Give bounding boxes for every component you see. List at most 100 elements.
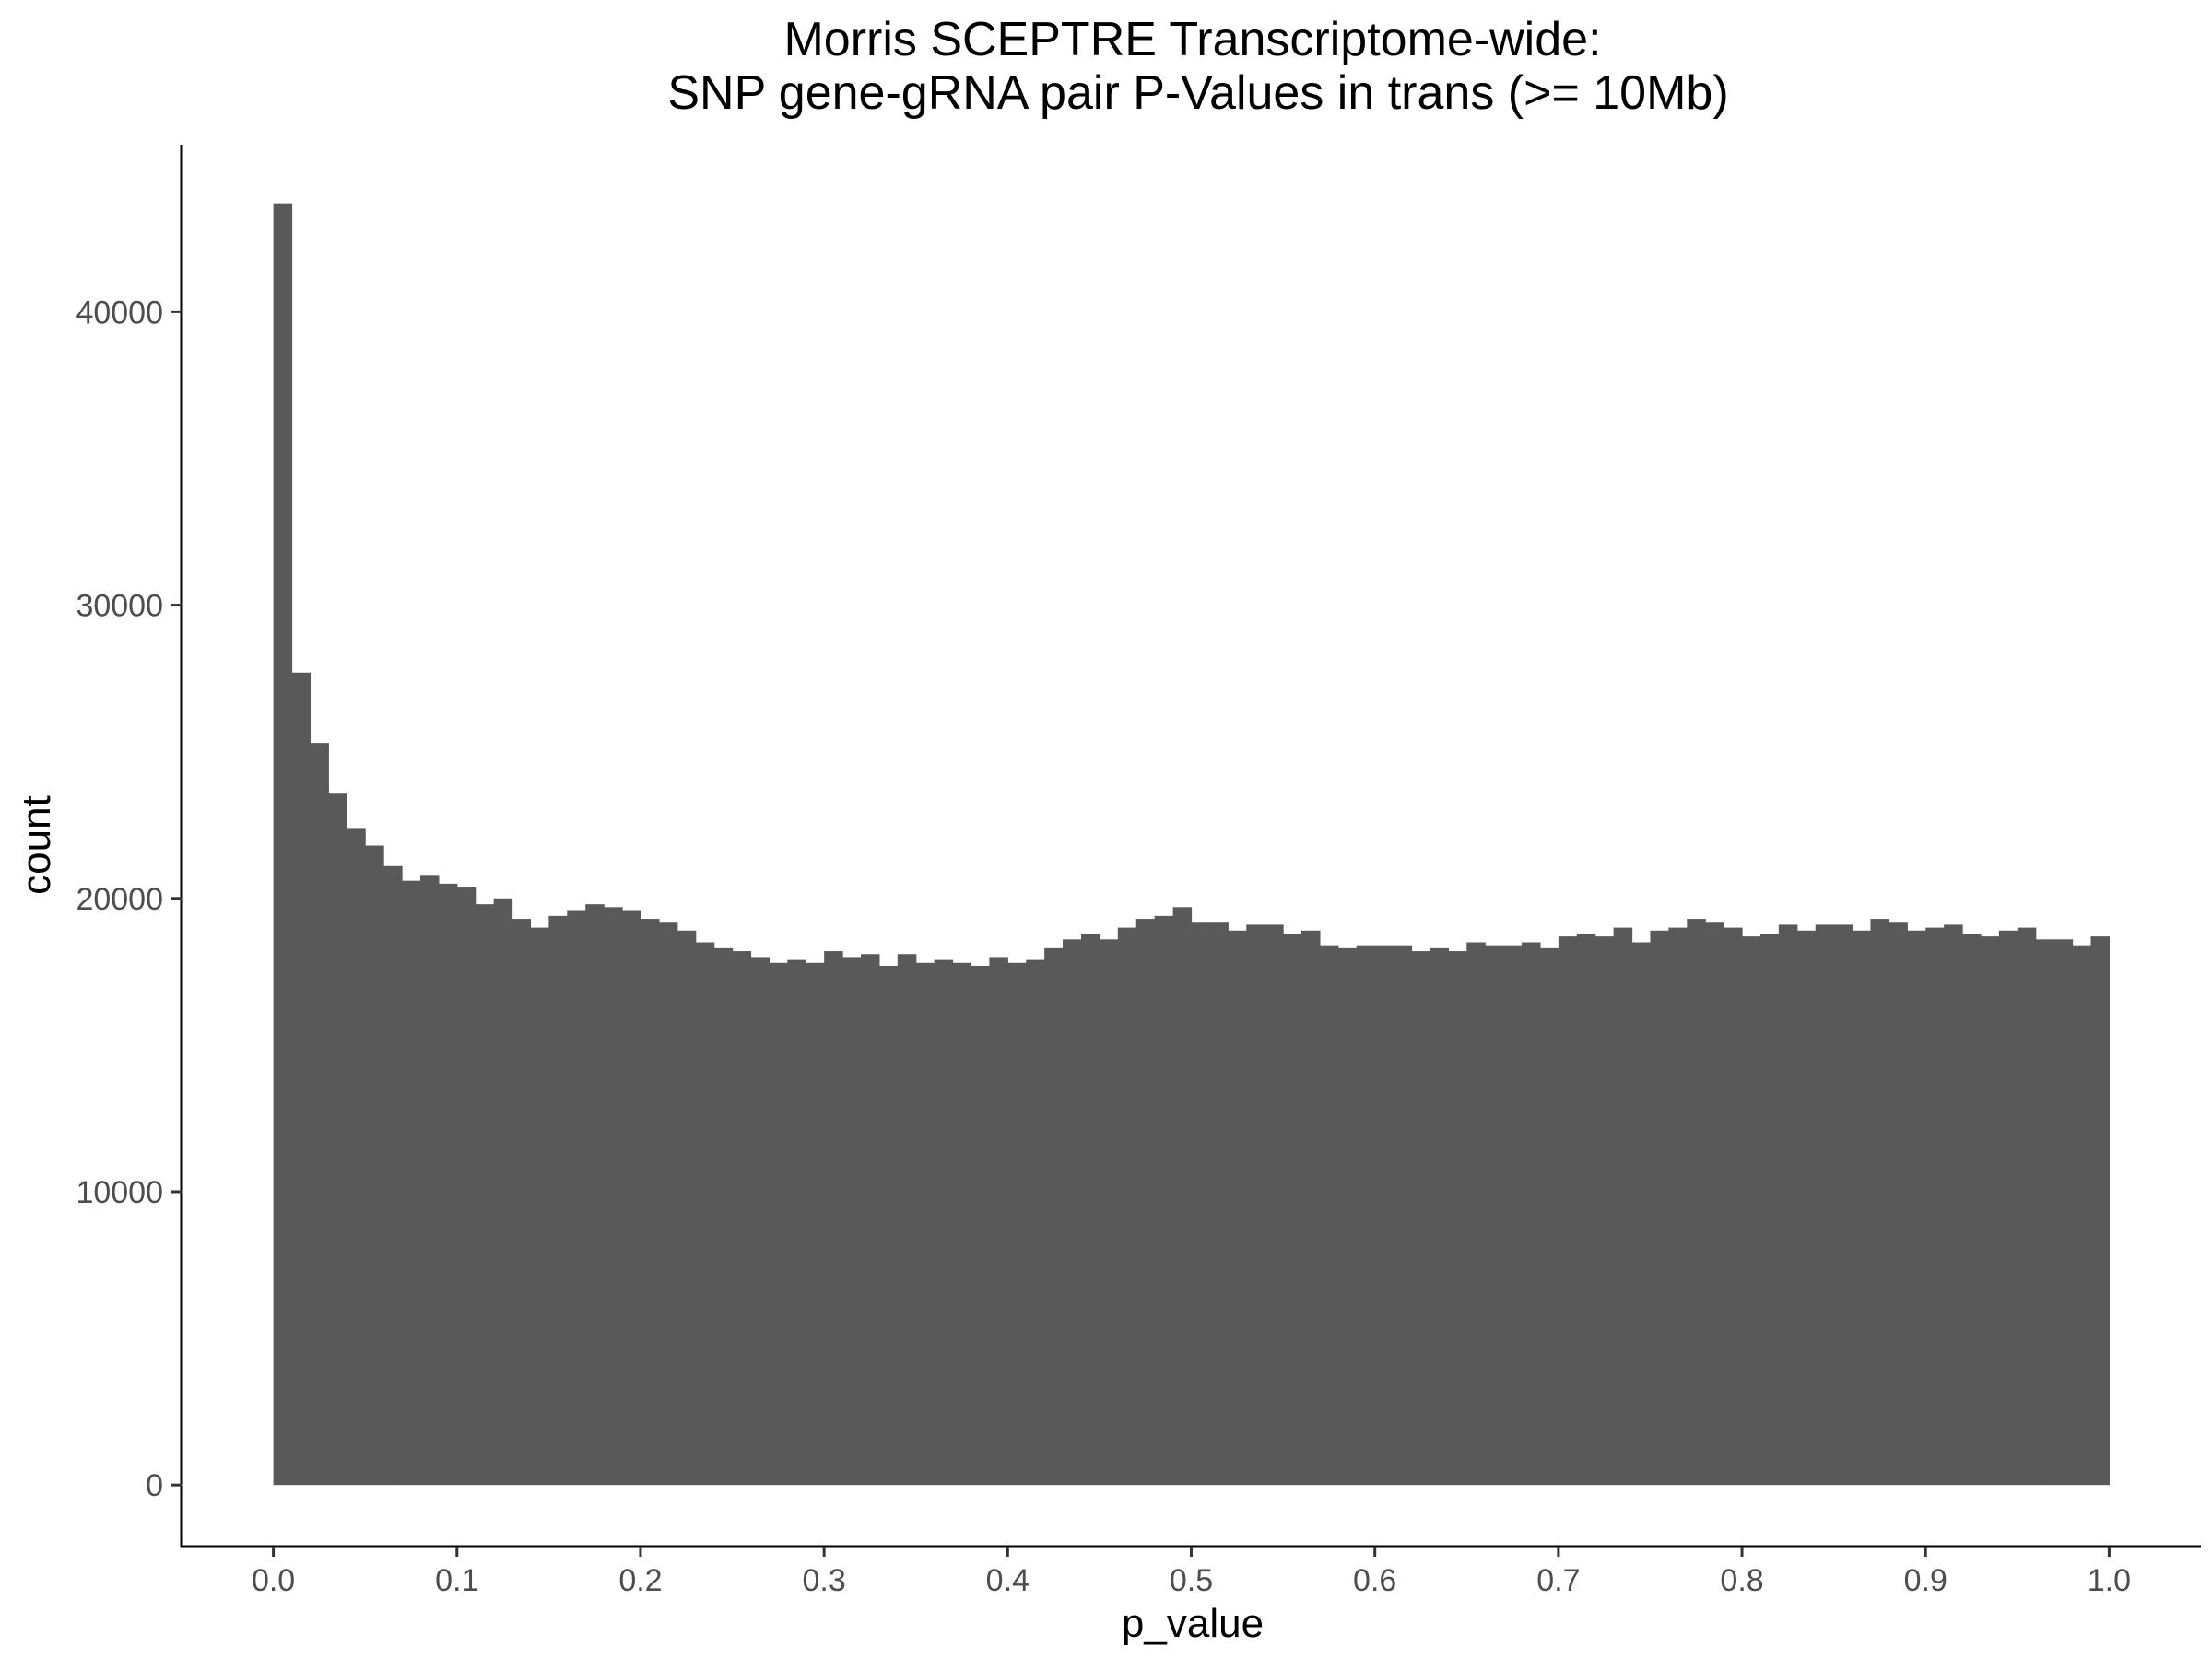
histogram-bar-3	[328, 793, 347, 1486]
histogram-bar-45	[1099, 939, 1119, 1486]
histogram-bar-81	[1759, 933, 1780, 1486]
histogram-bar-40	[1007, 962, 1027, 1486]
histogram-bar-2	[310, 743, 329, 1486]
histogram-bar-23	[695, 942, 715, 1486]
histogram-bar-92	[1962, 933, 1982, 1486]
histogram-bar-64	[1448, 951, 1467, 1486]
histogram-bar-35	[915, 962, 935, 1486]
x-tick-label: 0.6	[1353, 1563, 1396, 1598]
histogram-bar-24	[713, 947, 734, 1486]
histogram-bar-48	[1154, 915, 1174, 1486]
histogram-bar-29	[806, 962, 825, 1486]
histogram-bar-69	[1539, 947, 1559, 1486]
histogram-bar-86	[1852, 930, 1872, 1486]
histogram-bar-65	[1466, 942, 1486, 1486]
histogram-bar-80	[1742, 936, 1761, 1486]
y-tick-label: 10000	[76, 1175, 163, 1210]
histogram-bar-20	[640, 919, 660, 1486]
histogram-bar-25	[732, 951, 752, 1486]
histogram-bar-61	[1393, 945, 1413, 1486]
x-tick-label: 1.0	[2088, 1563, 2131, 1598]
histogram-bar-6	[383, 865, 403, 1486]
histogram-bar-44	[1080, 933, 1100, 1486]
histogram-bar-47	[1135, 919, 1156, 1486]
histogram-bar-33	[878, 965, 899, 1486]
histogram-bar-75	[1650, 930, 1669, 1486]
histogram-bar-73	[1613, 927, 1633, 1486]
histogram-bar-31	[842, 957, 862, 1486]
histogram-bar-91	[1944, 924, 1963, 1486]
histogram-bar-72	[1594, 936, 1615, 1486]
y-tick-label: 20000	[76, 882, 163, 917]
histogram-bar-7	[402, 880, 421, 1486]
x-tick-label: 0.2	[618, 1563, 662, 1598]
histogram-bar-74	[1631, 942, 1652, 1486]
histogram-bar-78	[1705, 922, 1724, 1486]
histogram-bar-56	[1301, 930, 1321, 1486]
x-tick-label: 0.0	[252, 1563, 295, 1598]
histogram-bar-18	[604, 907, 623, 1486]
histogram-bar-0	[273, 203, 293, 1486]
histogram-bar-46	[1117, 927, 1137, 1486]
y-axis-ticks: 0 10000 20000 30000 40000	[76, 295, 182, 1503]
chart-subtitle: SNP gene-gRNA pair P-Values in trans (>=…	[667, 66, 1728, 120]
histogram-bar-38	[971, 965, 990, 1486]
histogram-bar-50	[1191, 922, 1211, 1486]
histogram-bar-11	[475, 904, 495, 1486]
histogram-bar-55	[1283, 933, 1302, 1486]
histogram-bar-43	[1063, 939, 1082, 1486]
histogram-bar-51	[1209, 922, 1229, 1486]
histogram-bar-19	[622, 910, 641, 1486]
histogram-bar-52	[1228, 930, 1247, 1486]
histogram-bar-34	[897, 954, 917, 1486]
histogram-bar-66	[1485, 945, 1504, 1486]
histogram-bar-83	[1796, 930, 1817, 1486]
histogram-bar-62	[1411, 951, 1431, 1486]
x-tick-label: 0.8	[1720, 1563, 1763, 1598]
histogram-bar-95	[2017, 927, 2037, 1486]
histogram-bar-82	[1778, 924, 1798, 1486]
histogram-bar-59	[1356, 945, 1376, 1486]
histogram-bar-10	[456, 887, 477, 1486]
histogram-bar-71	[1576, 933, 1596, 1486]
histogram-bar-98	[2072, 945, 2092, 1486]
histogram-bar-5	[365, 845, 384, 1486]
histogram-bar-49	[1172, 907, 1193, 1486]
histogram-bar-21	[658, 922, 678, 1486]
histogram-bar-26	[750, 957, 770, 1486]
histogram-bar-14	[530, 927, 549, 1486]
histogram-bar-90	[1925, 927, 1945, 1486]
histogram-bar-9	[438, 883, 458, 1486]
histogram-bar-57	[1319, 945, 1339, 1486]
histogram-bar-15	[548, 915, 568, 1486]
histogram-bar-77	[1687, 919, 1706, 1486]
histogram-bar-37	[952, 962, 972, 1486]
histogram-bar-76	[1668, 927, 1688, 1486]
histogram-bar-16	[567, 910, 586, 1486]
histogram-bar-42	[1044, 947, 1064, 1486]
histogram-bar-93	[1980, 936, 2000, 1486]
histogram-bar-67	[1503, 945, 1523, 1486]
histogram-bars	[273, 203, 2111, 1486]
histogram-bar-13	[512, 919, 532, 1486]
histogram-bar-96	[2035, 939, 2055, 1486]
histogram-bar-39	[989, 957, 1008, 1486]
x-axis-label: p_value	[1122, 1601, 1264, 1646]
histogram-bar-84	[1815, 924, 1835, 1486]
histogram-bar-53	[1246, 924, 1265, 1486]
x-tick-label: 0.9	[1904, 1563, 1947, 1598]
histogram-bar-94	[1998, 930, 2018, 1486]
histogram-bar-99	[2090, 936, 2111, 1486]
histogram-bar-79	[1724, 927, 1743, 1486]
histogram-bar-63	[1430, 947, 1449, 1486]
y-axis-label: count	[14, 795, 59, 895]
histogram-bar-30	[824, 951, 843, 1486]
histogram-bar-97	[2053, 939, 2074, 1486]
histogram-bar-70	[1558, 936, 1578, 1486]
histogram-bar-87	[1870, 919, 1889, 1486]
histogram-bar-4	[347, 828, 366, 1486]
histogram-bar-1	[291, 672, 312, 1486]
histogram-bar-36	[934, 959, 954, 1486]
chart-title: Morris SCEPTRE Transcriptome-wide:	[783, 13, 1601, 66]
